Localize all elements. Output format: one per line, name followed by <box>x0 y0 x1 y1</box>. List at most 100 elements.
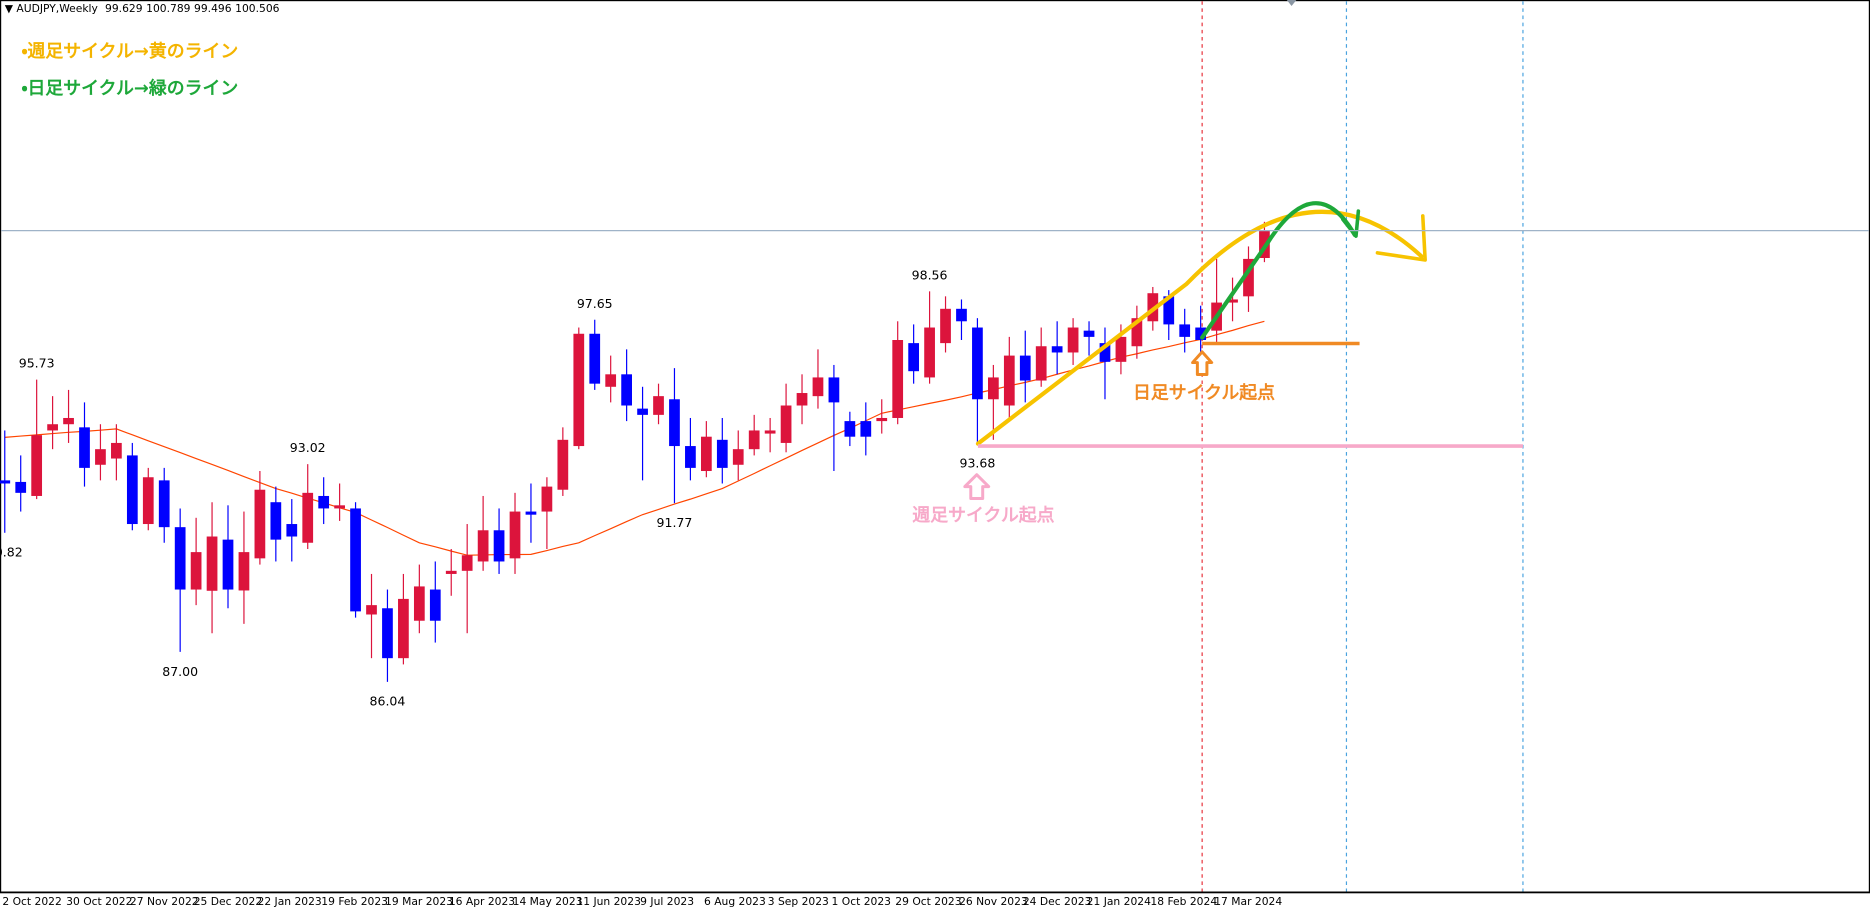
candle-body <box>685 446 696 468</box>
daily-cycle-arrowhead <box>1341 209 1361 238</box>
candle-body <box>748 430 760 450</box>
candle-body <box>111 442 122 459</box>
candle-body <box>493 530 505 562</box>
candle-body <box>987 377 999 400</box>
candle-body <box>63 417 74 425</box>
candle-body <box>302 492 314 543</box>
candle-body <box>860 421 872 437</box>
candle-body <box>126 455 138 525</box>
candle-body <box>1195 327 1207 340</box>
candle-body <box>525 511 537 515</box>
low-label: 91.77 <box>657 515 693 530</box>
candle-body <box>1019 355 1031 381</box>
high-label: 95.73 <box>19 356 55 371</box>
header-marker: ▼ <box>5 2 17 15</box>
x-tick-label: 11 Jun 2023 <box>576 895 640 908</box>
candle-body <box>445 570 457 574</box>
symbol-title: AUDJPY,Weekly <box>16 2 98 15</box>
last-open: 99.629 <box>105 2 143 15</box>
candle-body <box>222 539 234 590</box>
candle-body <box>908 343 920 372</box>
candle-body <box>1051 346 1063 353</box>
candle-body <box>972 327 983 400</box>
x-tick-label: 29 Oct 2023 <box>895 895 961 908</box>
candle-body <box>1179 324 1191 337</box>
candle-body <box>796 393 808 406</box>
x-tick-label: 17 Mar 2024 <box>1214 895 1282 908</box>
candle-body <box>876 417 888 422</box>
x-tick-label: 2 Oct 2022 <box>2 895 61 908</box>
candle-body <box>429 589 441 621</box>
shift-marker <box>1286 0 1297 6</box>
last-high: 100.789 <box>146 2 191 15</box>
low-label: 93.68 <box>959 455 995 470</box>
candle-body <box>573 333 585 447</box>
last-low: 99.496 <box>194 2 232 15</box>
high-label: 93.02 <box>290 440 326 455</box>
candle-body <box>286 524 298 537</box>
candle-body <box>1131 318 1143 347</box>
x-tick-label: 27 Nov 2022 <box>130 895 199 908</box>
candle-body <box>350 508 361 612</box>
x-tick-label: 24 Dec 2023 <box>1023 895 1091 908</box>
candle-body <box>382 608 393 659</box>
candle-body <box>541 486 553 512</box>
low-label: 86.04 <box>370 694 406 709</box>
candle-body <box>1083 330 1095 337</box>
high-label: 98.56 <box>912 267 948 282</box>
x-tick-label: 3 Sep 2023 <box>768 895 829 908</box>
weekly-start-arrow <box>963 473 991 501</box>
candle-body <box>142 477 154 525</box>
x-tick-label: 19 Feb 2023 <box>321 895 388 908</box>
low-label: 90.82 <box>0 545 23 560</box>
x-tick-label: 26 Nov 2023 <box>959 895 1028 908</box>
candle-body <box>605 374 617 387</box>
candle-body <box>158 480 170 528</box>
candle-body <box>956 308 967 322</box>
candle-body <box>653 396 664 415</box>
candle-body <box>318 495 330 509</box>
candle-body <box>700 436 712 472</box>
x-tick-label: 16 Apr 2023 <box>449 895 515 908</box>
candle-body <box>334 505 345 509</box>
candle-body <box>461 555 473 571</box>
candle-body <box>1227 299 1238 303</box>
candle-body <box>1243 258 1254 297</box>
candle-body <box>1099 343 1111 362</box>
candle-body <box>780 405 792 443</box>
candle-body <box>206 536 218 591</box>
weekly-cycle-line <box>975 209 1424 446</box>
candle-body <box>589 333 601 384</box>
candle-body <box>844 421 856 437</box>
daily-legend-note: ・日足サイクル→緑のライン <box>21 77 238 99</box>
candle-body <box>732 449 744 465</box>
candle-body <box>621 374 632 406</box>
candle-body <box>557 439 569 490</box>
weekly-legend-note: ・週足サイクル→黄のライン <box>21 40 238 62</box>
candle-body <box>812 377 824 397</box>
candle-body <box>1163 296 1175 325</box>
candle-body <box>509 511 521 559</box>
x-tick-label: 21 Jan 2024 <box>1087 895 1151 908</box>
candle-body <box>940 308 951 344</box>
candle-body <box>716 439 728 468</box>
chart-header: ▼ AUDJPY,Weekly 99.629 100.789 99.496 100.50… <box>5 2 280 15</box>
candle-body <box>924 327 935 378</box>
candle-body <box>79 427 90 468</box>
candle-body <box>637 408 648 415</box>
candle-body <box>892 340 904 418</box>
drawings-layer: ・週足サイクル→黄のライン ・日足サイクル→緑のライン 日足サイクル起点 週足サ… <box>21 40 1523 526</box>
moving-average <box>4 320 1265 556</box>
x-tick-label: 30 Oct 2022 <box>66 895 132 908</box>
candle-body <box>764 430 776 434</box>
x-tick-label: 6 Aug 2023 <box>704 895 766 908</box>
high-label: 97.65 <box>577 296 613 311</box>
candle-body <box>270 502 282 540</box>
x-tick-label: 14 May 2023 <box>513 895 583 908</box>
last-close: 100.506 <box>235 2 280 15</box>
candle-body <box>190 552 202 590</box>
candle-body <box>174 527 186 590</box>
